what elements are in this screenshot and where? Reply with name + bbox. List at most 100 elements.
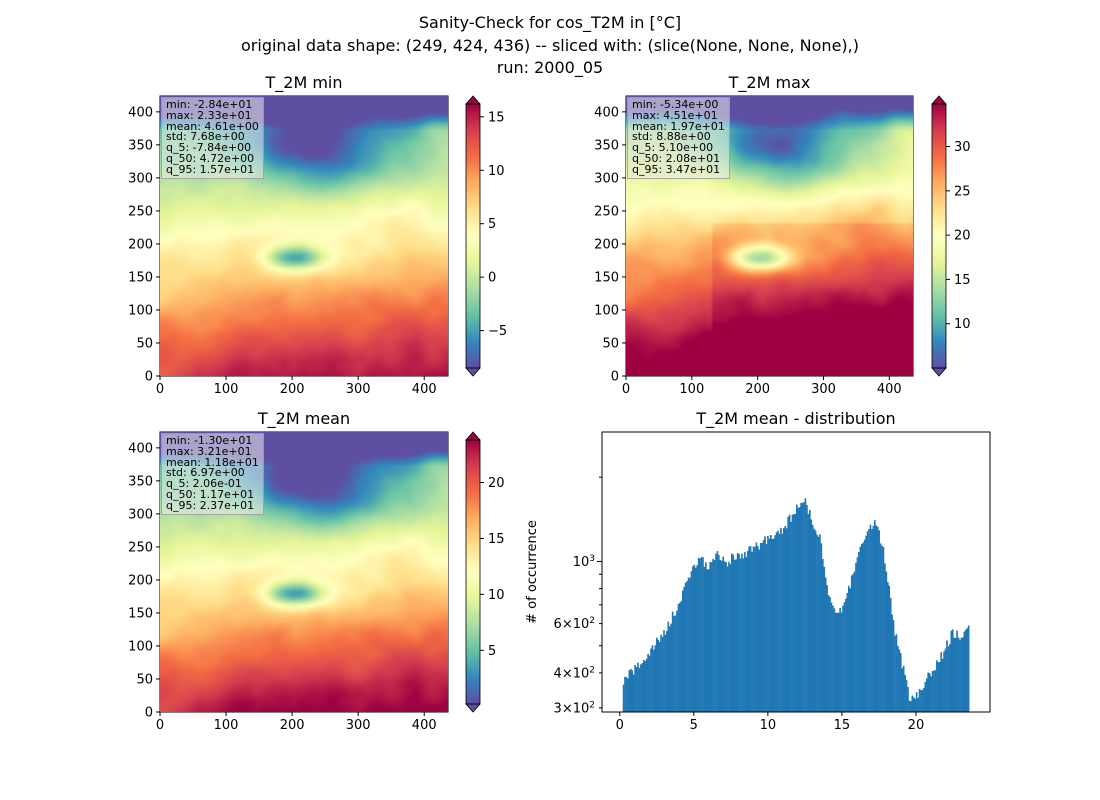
histogram-bar: [927, 672, 930, 712]
histogram-bar: [758, 549, 761, 712]
histogram-bar: [787, 516, 789, 712]
histogram-bar: [673, 616, 675, 712]
histogram-bar: [778, 533, 781, 712]
histogram-bar: [840, 612, 843, 712]
histogram-bar: [762, 539, 765, 712]
histogram-bar: [771, 539, 774, 712]
histogram-bar: [957, 637, 960, 712]
panel-max-ytick-label: 400: [594, 105, 619, 120]
histogram-bar: [833, 608, 836, 712]
histogram-bar: [936, 660, 938, 712]
histogram-bar: [666, 631, 668, 712]
histogram-bar: [746, 550, 749, 712]
panel-distribution-ytick-label-exponent: 3: [589, 554, 595, 564]
histogram-bar: [690, 571, 693, 712]
histogram-bar: [700, 557, 703, 712]
panel-distribution-ytick-label: 6×102: [554, 616, 595, 632]
histogram-bar: [705, 562, 707, 712]
panel-mean-xtick-label: 300: [346, 718, 371, 733]
histogram-bar: [875, 525, 878, 712]
histogram-bar: [647, 653, 649, 712]
histogram-bar: [807, 513, 810, 712]
panel-distribution-title: T_2M mean - distribution: [695, 409, 895, 429]
panel-mean-stats-line: max: 3.21e+01: [166, 444, 252, 458]
histogram-bar: [868, 528, 870, 712]
panel-mean-colorbar: [466, 440, 480, 704]
histogram-bar: [921, 689, 924, 712]
histogram-bar: [660, 634, 662, 712]
histogram-bar: [677, 604, 680, 712]
histogram-bar: [865, 535, 867, 712]
histogram-bar: [808, 509, 811, 712]
panel-max-stats-line: max: 4.51e+01: [632, 108, 718, 122]
histogram-bar: [640, 664, 642, 712]
histogram-bar: [798, 507, 801, 712]
histogram-bar: [699, 558, 701, 712]
histogram-bar: [628, 670, 631, 712]
panel-max-colorbar-tick-label: 25: [954, 184, 971, 199]
panel-max-colorbar-tick-label: 10: [954, 317, 971, 332]
histogram-bar: [791, 514, 794, 712]
histogram-bar: [648, 655, 651, 712]
histogram-bar: [801, 502, 804, 712]
histogram-bar: [951, 629, 954, 712]
histogram-bar: [768, 538, 771, 712]
histogram-bar: [943, 651, 945, 712]
histogram-bar: [694, 567, 697, 712]
histogram-bar: [947, 646, 950, 712]
panel-distribution-ytick-label-exponent: 2: [589, 616, 595, 626]
panel-mean-stats-line: q_5: 2.06e-01: [166, 477, 242, 491]
panel-distribution-xtick-label: 15: [834, 718, 851, 733]
histogram-bar: [847, 585, 850, 712]
histogram-bar: [860, 544, 863, 712]
panel-min-xtick-label: 100: [214, 382, 239, 397]
histogram-bar: [764, 536, 766, 712]
histogram-bar: [895, 634, 898, 712]
histogram-bar: [827, 595, 830, 712]
histogram-bar: [644, 661, 647, 712]
panel-min-colorbar-extend-top: [465, 95, 481, 105]
histogram-bar: [944, 648, 947, 712]
histogram-bar: [962, 637, 964, 712]
panel-max-stats-box: min: -5.34e+00 max: 4.51e+01 mean: 1.97e+0…: [627, 97, 730, 179]
histogram-bar: [793, 514, 795, 712]
histogram-bar: [676, 610, 678, 712]
histogram-bar: [950, 630, 953, 712]
histogram-bar: [679, 602, 681, 712]
panel-max-stats-line: std: 8.88e+00: [632, 130, 711, 144]
histogram-bar: [788, 514, 791, 712]
panel-mean-colorbar-tick-label: 15: [488, 532, 505, 547]
histogram-bar: [774, 535, 776, 712]
panel-min-ytick-label: 300: [128, 171, 153, 186]
panel-min-colorbar-tick-label: −5: [488, 324, 507, 339]
panel-max-ytick-label: 150: [594, 270, 619, 285]
histogram-bar: [964, 629, 967, 712]
panel-max-stats-line: min: -5.34e+00: [632, 98, 719, 111]
histogram-bar: [872, 526, 875, 712]
panel-min-stats-box: min: -2.84e+01 max: 2.33e+01 mean: 4.61e+0…: [161, 97, 264, 179]
panel-min-xtick-label: 200: [280, 382, 305, 397]
histogram-bar: [918, 689, 921, 712]
histogram-bar: [850, 575, 853, 712]
panel-min-stats-line: max: 2.33e+01: [166, 108, 252, 122]
histogram-bar: [869, 524, 872, 712]
histogram-bar: [770, 535, 772, 712]
panel-max-xtick-label: 400: [877, 382, 902, 397]
histogram-bar: [715, 553, 717, 712]
histogram-bar: [757, 546, 759, 712]
histogram-bar: [930, 676, 932, 712]
panel-min-ytick-label: 150: [128, 270, 153, 285]
panel-distribution-ylabel: # of occurrence: [525, 520, 540, 624]
panel-min-colorbar-tick-label: 15: [488, 110, 505, 125]
panel-min-stats-line: min: -2.84e+01: [166, 98, 253, 111]
histogram-bar: [810, 519, 813, 712]
panel-mean-xtick-label: 0: [156, 718, 164, 733]
histogram-bar: [959, 639, 961, 712]
histogram-bar: [622, 684, 625, 712]
panel-max-colorbar-tick-label: 15: [954, 273, 971, 288]
histogram-bar: [703, 566, 706, 712]
panel-distribution-frame: [601, 431, 991, 713]
histogram-bar: [816, 534, 818, 712]
panel-max-xtick-label: 100: [679, 382, 704, 397]
panel-mean-colorbar-tick-label: 5: [488, 644, 496, 659]
